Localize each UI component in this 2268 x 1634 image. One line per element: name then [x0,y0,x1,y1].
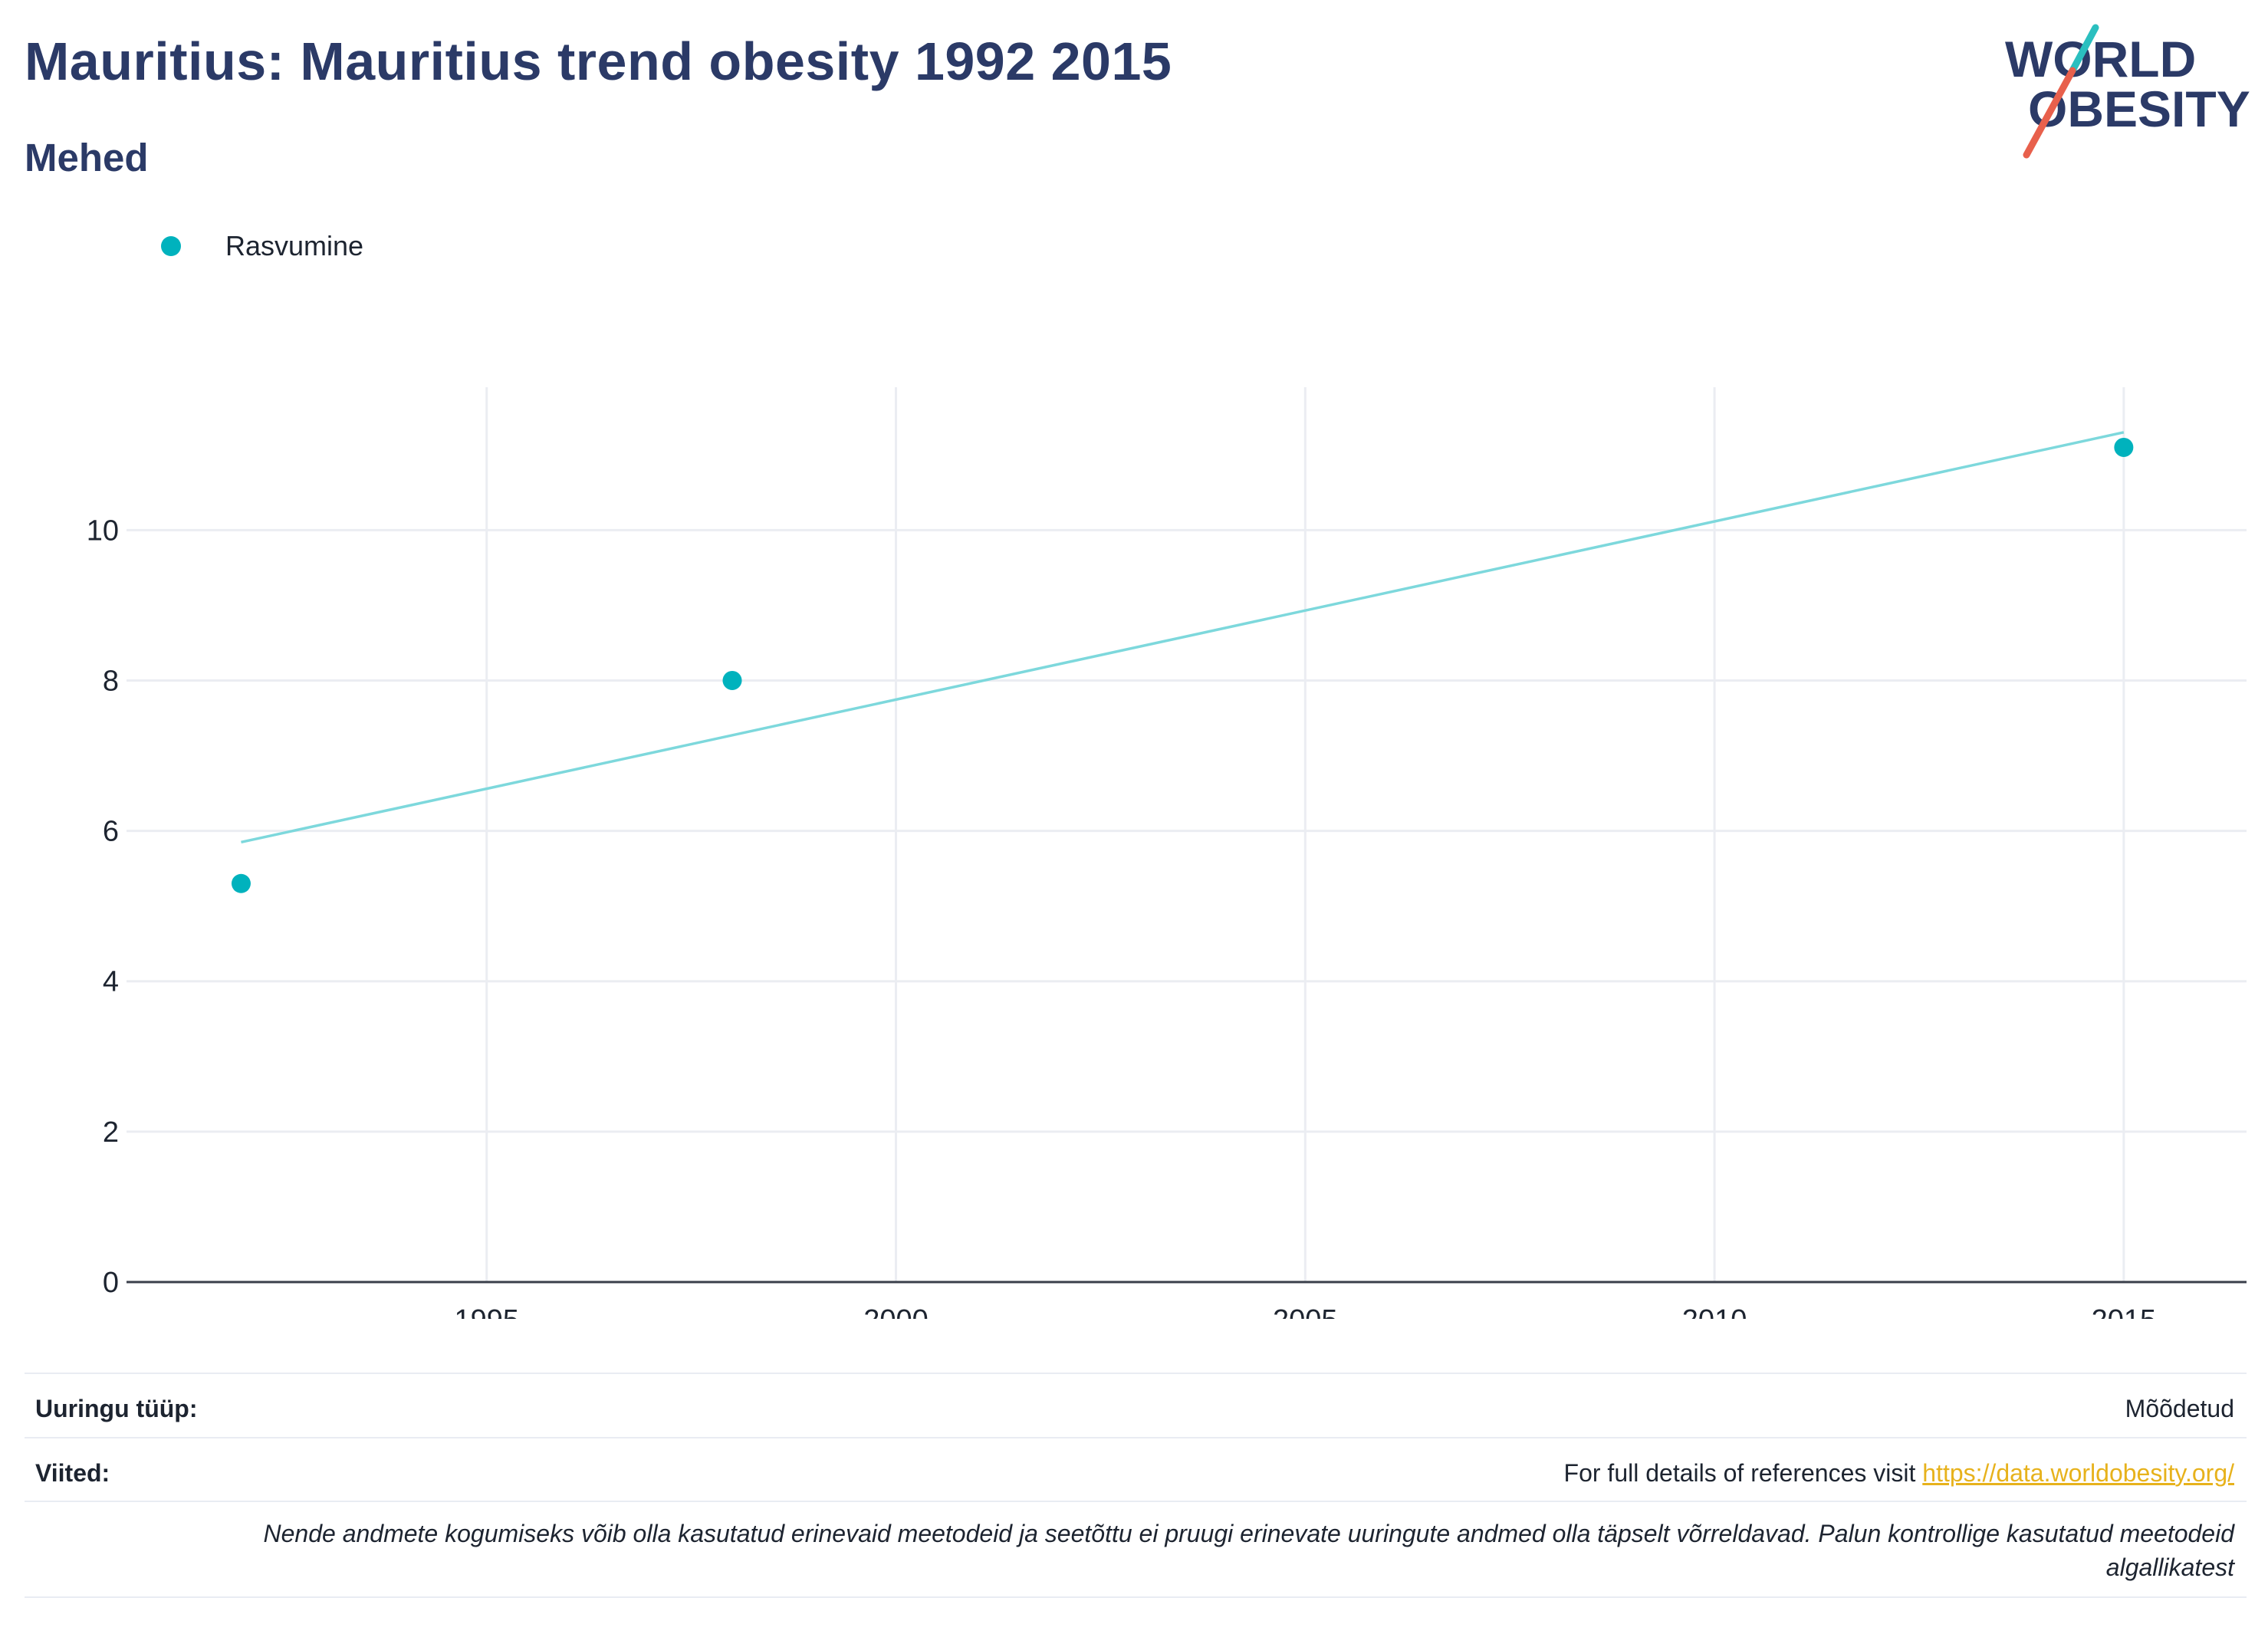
trendline [241,431,2125,844]
footer-divider [25,1501,2247,1502]
y-tick-label: 2 [103,1116,119,1149]
world-obesity-logo: WORLD OBESITY [2005,24,2250,159]
logo-slash-teal [2069,24,2099,74]
chart-title: Mauritius: Mauritius trend obesity 1992 … [25,31,1172,91]
references-value: For full details of references visit htt… [1564,1459,2234,1488]
data-point[interactable] [2114,437,2134,457]
legend[interactable]: Rasvumine [161,230,363,262]
survey-type-value: Mõõdetud [2125,1394,2234,1422]
references-link[interactable]: https://data.worldobesity.org/ [1922,1458,2234,1487]
methods-note-line-1: Nende andmete kogumiseks võib olla kasut… [263,1520,2235,1547]
survey-type-row: Uuringu tüüp: Mõõdetud [25,1389,2234,1428]
logo-word-world: WORLD [2005,31,2196,87]
tick-labels: 1995 2000 2005 2010 2015 0 2 4 6 8 10 [87,515,2156,1319]
chart-subtitle: Mehed [25,136,149,179]
y-tick-label: 10 [87,515,119,547]
data-point[interactable] [722,670,742,690]
y-tick-label: 6 [103,816,119,848]
legend-label-rasvumine: Rasvumine [225,230,364,261]
x-tick-label: 1995 [454,1304,519,1319]
methods-note-line-2: algallikatest [2105,1553,2234,1581]
x-tick-label: 2005 [1273,1304,1338,1319]
footer-divider [25,1373,2247,1374]
references-label: Viited: [35,1458,110,1487]
trend-line [241,431,2125,844]
legend-marker-icon [161,236,181,256]
references-row: Viited: For full details of references v… [25,1454,2234,1492]
x-tick-label: 2015 [2092,1304,2157,1319]
survey-type-label: Uuringu tüüp: [35,1394,198,1422]
data-point[interactable] [231,873,251,893]
y-tick-label: 4 [103,966,119,998]
y-tick-label: 8 [103,665,119,697]
logo-slash-red [2023,67,2076,159]
chart-area: 1995 2000 2005 2010 2015 0 2 4 6 8 10 [87,387,2247,1319]
y-tick-label: 0 [103,1267,119,1299]
grid-lines [127,387,2247,1282]
data-points [231,437,2134,893]
methods-note: Nende andmete kogumiseks võib olla kasut… [25,1517,2235,1584]
references-text: For full details of references visit [1563,1458,1923,1487]
x-tick-label: 2000 [863,1304,929,1319]
x-tick-label: 2010 [1682,1304,1747,1319]
footer-divider [25,1437,2247,1438]
footer-divider [25,1596,2247,1598]
